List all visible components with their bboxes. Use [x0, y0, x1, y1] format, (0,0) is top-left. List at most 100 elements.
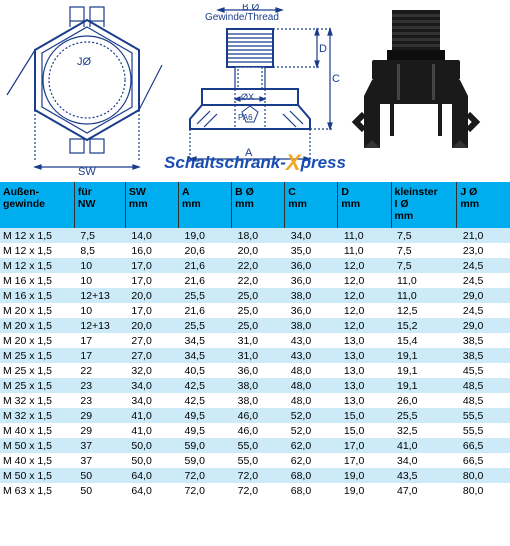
cell: 42,5 [179, 393, 232, 408]
cell: 19,0 [338, 468, 391, 483]
table-row: M 50 x 1,55064,072,072,068,019,043,580,0 [0, 468, 510, 483]
spec-table: Außen-gewindefürNWSWmmAmmB ØmmCmmDmmklei… [0, 182, 510, 498]
svg-photo [342, 4, 492, 154]
cell: 25,0 [232, 288, 285, 303]
cell: 34,0 [125, 378, 178, 393]
cell: 45,5 [457, 363, 510, 378]
cell: 32,0 [125, 363, 178, 378]
cell: 25,0 [232, 318, 285, 333]
cell: 72,0 [232, 483, 285, 498]
cell: 48,0 [285, 393, 338, 408]
cell: 34,0 [391, 453, 457, 468]
cell: 38,0 [232, 378, 285, 393]
cell: 20,0 [232, 243, 285, 258]
cell: 64,0 [125, 468, 178, 483]
cell: M 20 x 1,5 [0, 333, 74, 348]
cell: 18,0 [232, 228, 285, 243]
cell: M 63 x 1,5 [0, 483, 74, 498]
cell: 26,0 [391, 393, 457, 408]
cell: 21,0 [457, 228, 510, 243]
cell: 7,5 [391, 228, 457, 243]
cell: 20,6 [179, 243, 232, 258]
label-phix: ØX [241, 92, 254, 102]
cell: 15,2 [391, 318, 457, 333]
table-row: M 25 x 1,52232,040,536,048,013,019,145,5 [0, 363, 510, 378]
thread-label: Gewinde/Thread [205, 12, 279, 23]
cell: 20,0 [125, 318, 178, 333]
cell: 19,1 [391, 348, 457, 363]
diagram-top-view: JØ SW [0, 0, 170, 182]
cell: 37 [74, 453, 125, 468]
table-row: M 12 x 1,57,514,019,018,034,011,07,521,0 [0, 228, 510, 243]
table-row: M 25 x 1,51727,034,531,043,013,019,138,5 [0, 348, 510, 363]
cell: 50 [74, 468, 125, 483]
svg-top-view: JØ SW [2, 4, 172, 176]
col-header-4: B Ømm [232, 182, 285, 228]
cell: 29,0 [457, 318, 510, 333]
cell: 25,5 [179, 318, 232, 333]
cell: 12,5 [391, 303, 457, 318]
label-sw: SW [78, 166, 96, 176]
cell: 72,0 [179, 483, 232, 498]
cell: 13,0 [338, 348, 391, 363]
cell: 34,0 [125, 393, 178, 408]
logo-x: X [286, 150, 301, 175]
table-row: M 12 x 1,51017,021,622,036,012,07,524,5 [0, 258, 510, 273]
cell: 43,5 [391, 468, 457, 483]
cell: 48,5 [457, 378, 510, 393]
cell: 24,5 [457, 303, 510, 318]
cell: 8,5 [74, 243, 125, 258]
cell: 49,5 [179, 408, 232, 423]
table-row: M 12 x 1,58,516,020,620,035,011,07,523,0 [0, 243, 510, 258]
cell: M 25 x 1,5 [0, 378, 74, 393]
cell: 17,0 [338, 438, 391, 453]
table-row: M 20 x 1,51017,021,625,036,012,012,524,5 [0, 303, 510, 318]
cell: M 16 x 1,5 [0, 288, 74, 303]
cell: M 50 x 1,5 [0, 468, 74, 483]
cell: 17,0 [338, 453, 391, 468]
cell: 12,0 [338, 258, 391, 273]
cell: 11,0 [391, 273, 457, 288]
cell: 14,0 [125, 228, 178, 243]
cell: 19,1 [391, 363, 457, 378]
cell: 36,0 [285, 303, 338, 318]
cell: 48,5 [457, 393, 510, 408]
col-header-8: J Ømm [457, 182, 510, 228]
cell: 10 [74, 273, 125, 288]
table-row: M 16 x 1,51017,021,622,036,012,011,024,5 [0, 273, 510, 288]
cell: 43,0 [285, 333, 338, 348]
cell: 21,6 [179, 258, 232, 273]
cell: 24,5 [457, 258, 510, 273]
cell: 25,5 [391, 408, 457, 423]
cell: 15,0 [338, 408, 391, 423]
cell: 15,0 [338, 423, 391, 438]
cell: 38,0 [285, 318, 338, 333]
cell: 12,0 [338, 273, 391, 288]
table-row: M 25 x 1,52334,042,538,048,013,019,148,5 [0, 378, 510, 393]
cell: 46,0 [232, 423, 285, 438]
cell: 31,0 [232, 333, 285, 348]
logo-part1: Schaltschrank- [164, 153, 286, 172]
label-pa6: PA6 [238, 113, 253, 122]
cell: M 40 x 1,5 [0, 453, 74, 468]
table-row: M 50 x 1,53750,059,055,062,017,041,066,5 [0, 438, 510, 453]
cell: 41,0 [125, 423, 178, 438]
cell: 80,0 [457, 483, 510, 498]
cell: 11,0 [391, 288, 457, 303]
cell: M 20 x 1,5 [0, 303, 74, 318]
table-row: M 20 x 1,512+1320,025,525,038,012,015,22… [0, 318, 510, 333]
cell: 13,0 [338, 333, 391, 348]
col-header-5: Cmm [285, 182, 338, 228]
col-header-3: Amm [179, 182, 232, 228]
cell: 37 [74, 438, 125, 453]
cell: 55,5 [457, 423, 510, 438]
cell: 29,0 [457, 288, 510, 303]
cell: 48,0 [285, 363, 338, 378]
cell: 41,0 [125, 408, 178, 423]
cell: 80,0 [457, 468, 510, 483]
cell: 55,0 [232, 453, 285, 468]
col-header-6: Dmm [338, 182, 391, 228]
table-row: M 32 x 1,52941,049,546,052,015,025,555,5 [0, 408, 510, 423]
cell: 50,0 [125, 438, 178, 453]
table-row: M 40 x 1,53750,059,055,062,017,034,066,5 [0, 453, 510, 468]
